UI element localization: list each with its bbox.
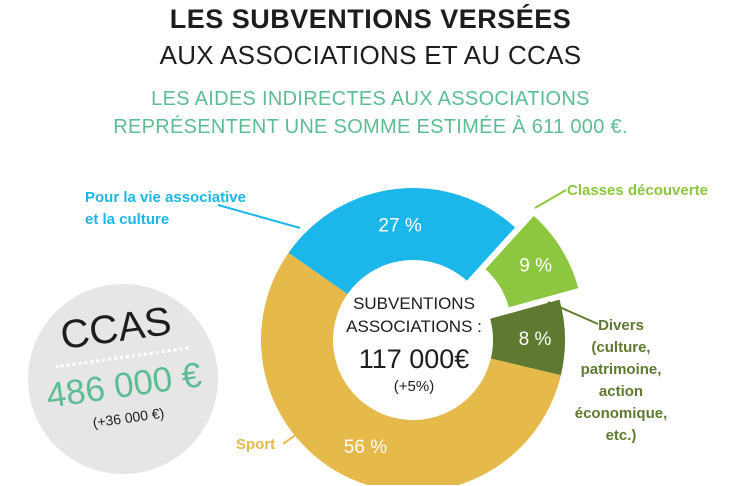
center-change: (+5%) bbox=[394, 378, 434, 395]
center-line-2: ASSOCIATIONS : bbox=[346, 317, 482, 336]
category-label-divers: action bbox=[599, 383, 643, 400]
donut-center: SUBVENTIONS ASSOCIATIONS : 117 000€ (+5%… bbox=[346, 294, 482, 395]
category-label-classes-decouverte: Classes découverte bbox=[567, 182, 708, 199]
leader-line-vie-associative bbox=[217, 204, 301, 229]
category-label-vie-associative: et la culture bbox=[85, 211, 169, 228]
page-title: LES SUBVENTIONS VERSÉES bbox=[169, 4, 572, 34]
slice-category-labels: Pour la vie associative et la culture Clas… bbox=[85, 182, 708, 453]
value-label-classes-decouverte: 9 % bbox=[519, 256, 552, 277]
leader-line-divers bbox=[547, 301, 599, 325]
value-label-sport: 56 % bbox=[344, 437, 387, 458]
value-label-vie-associative: 27 % bbox=[378, 216, 421, 237]
slice-sport bbox=[261, 252, 561, 485]
value-label-divers: 8 % bbox=[519, 329, 552, 350]
category-label-divers: patrimoine, bbox=[581, 361, 662, 378]
slice-divers bbox=[490, 299, 565, 376]
info-line-1: LES AIDES INDIRECTES AUX ASSOCIATIONS bbox=[151, 88, 590, 110]
leader-lines bbox=[217, 189, 599, 445]
category-label-divers: Divers bbox=[598, 317, 644, 334]
info-line-2: REPRÉSENTENT UNE SOMME ESTIMÉE À 611 000… bbox=[113, 116, 628, 138]
page-subtitle: AUX ASSOCIATIONS ET AU CCAS bbox=[159, 40, 582, 70]
category-label-divers: (culture, bbox=[591, 339, 650, 356]
slice-vie-associative bbox=[288, 188, 516, 295]
donut-slices bbox=[261, 188, 579, 485]
category-label-divers: économique, bbox=[575, 405, 668, 422]
center-line-1: SUBVENTIONS bbox=[353, 294, 475, 313]
category-label-vie-associative: Pour la vie associative bbox=[85, 189, 246, 206]
category-label-sport: Sport bbox=[236, 436, 275, 453]
leader-line-classes-decouverte bbox=[534, 189, 567, 209]
slice-value-labels: 27 % 9 % 8 % 56 % bbox=[344, 216, 552, 458]
slice-classes-decouverte bbox=[485, 215, 579, 308]
category-label-divers: etc.) bbox=[606, 427, 637, 444]
center-amount: 117 000€ bbox=[359, 344, 470, 374]
leader-line-sport bbox=[282, 427, 306, 445]
